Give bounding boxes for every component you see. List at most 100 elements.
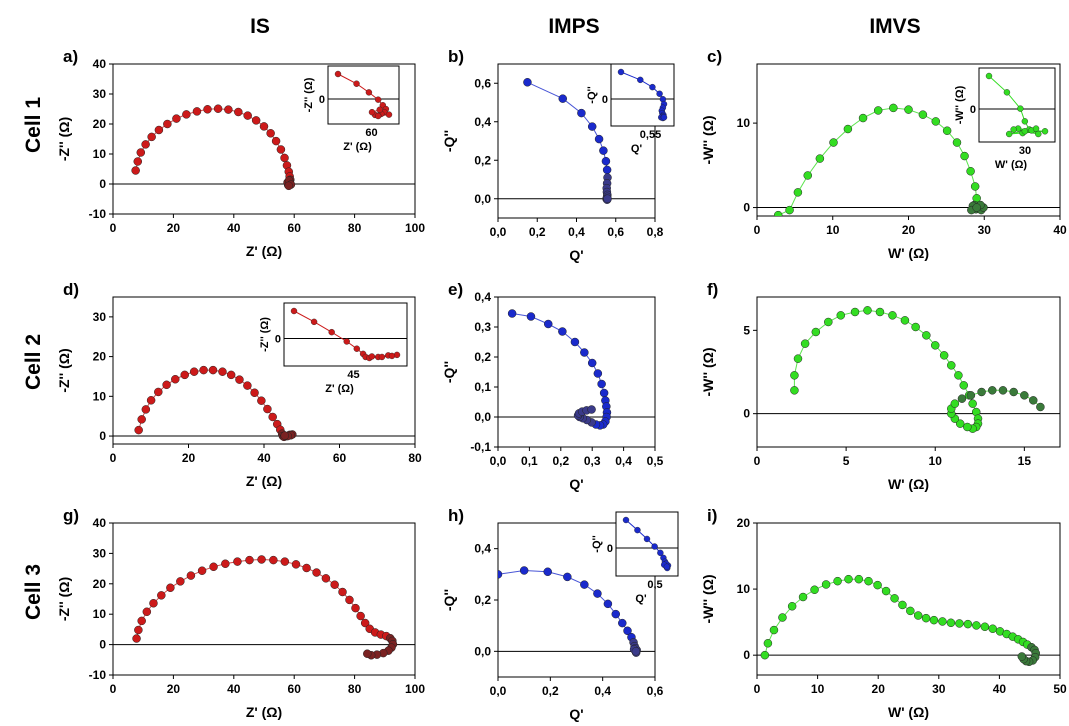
- y-tick-label: 0,0: [474, 192, 491, 206]
- data-point: [268, 412, 277, 422]
- data-point: [321, 574, 331, 583]
- data-point: [172, 114, 181, 123]
- data-point: [182, 110, 191, 119]
- row-header-cell-1: Cell 1: [22, 97, 45, 153]
- inset-data-point: [1021, 118, 1029, 125]
- inset-data-point: [1017, 105, 1024, 112]
- y-tick-label: 0,4: [474, 290, 491, 304]
- data-point: [931, 117, 941, 126]
- data-point: [154, 125, 164, 135]
- data-point: [147, 132, 156, 142]
- data-point: [810, 585, 819, 594]
- data-point: [291, 560, 301, 569]
- y-tick-label: 0,2: [474, 153, 491, 167]
- row-header-cell-2: Cell 2: [22, 334, 45, 390]
- data-point: [939, 351, 949, 360]
- panel-label: c): [707, 47, 722, 66]
- inset-y-axis-label: -Z'' (Ω): [259, 317, 271, 352]
- inset-data-point: [617, 68, 625, 76]
- inset-data-point: [368, 108, 376, 116]
- inset-data-point: [1021, 128, 1029, 135]
- inset-y-tick-label: 0: [275, 334, 281, 346]
- inset-data-point: [290, 307, 298, 315]
- inset-data-point: [1010, 126, 1017, 133]
- x-tick-label: 0,2: [542, 684, 559, 698]
- data-point: [811, 327, 821, 337]
- x-tick-label: 0,4: [594, 684, 611, 698]
- y-axis-label: -W'' (Ω): [700, 575, 716, 624]
- data-point: [570, 337, 580, 347]
- row-header-cell-3: Cell 3: [22, 564, 45, 620]
- inset-data-point: [334, 70, 342, 78]
- data-point: [930, 341, 940, 350]
- data-point: [836, 311, 846, 320]
- data-point: [154, 387, 163, 397]
- data-point: [263, 404, 272, 414]
- data-point: [302, 563, 311, 573]
- x-tick-label: 20: [167, 221, 181, 235]
- x-tick-label: 40: [993, 682, 1007, 696]
- data-point: [330, 580, 339, 589]
- data-point: [587, 358, 597, 368]
- x-tick-label: 0,3: [584, 454, 601, 468]
- inset-data-point: [378, 353, 386, 361]
- data-point: [519, 566, 529, 575]
- inset-b: 0,55 Q' 0 -Q'': [586, 63, 675, 155]
- data-point: [224, 105, 233, 114]
- x-tick-label: 80: [348, 221, 362, 235]
- data-point: [873, 106, 883, 115]
- y-tick-label: 10: [737, 116, 751, 130]
- inset-c: 30 W' (Ω) 0 -W'' (Ω): [954, 67, 1056, 171]
- data-point: [209, 562, 218, 572]
- data-point: [363, 649, 372, 658]
- inset-y-axis-label: -W'' (Ω): [954, 85, 966, 124]
- x-tick-label: 30: [932, 682, 946, 696]
- series-line: [764, 578, 1037, 663]
- data-layer: [131, 104, 296, 191]
- y-tick-label: 0,0: [474, 644, 491, 658]
- y-tick-label: 0: [99, 177, 106, 191]
- inset-a: 60 Z' (Ω) 0 -Z'' (Ω): [303, 65, 400, 153]
- x-tick-label: 100: [405, 221, 425, 235]
- data-point: [603, 194, 612, 203]
- panel-label: h): [448, 506, 464, 525]
- x-tick-label: 0,2: [552, 454, 569, 468]
- data-point: [266, 129, 275, 138]
- data-point: [972, 621, 981, 630]
- panel-d: d) 0 20 40 60 80 0 10 20 30 Z' (Ω) -Z'' (Ω) 45 Z' (Ω)…: [56, 280, 422, 489]
- panel-f: f) 0 5 10 15 0 5 W' (Ω) -W'' (Ω): [700, 280, 1061, 492]
- inset-data-point: [353, 345, 361, 352]
- data-point: [942, 126, 952, 135]
- data-layer: [760, 574, 1041, 667]
- data-point: [955, 419, 965, 428]
- inset-data-point: [376, 106, 383, 113]
- plot-frame: [497, 296, 656, 448]
- y-tick-label: 10: [93, 389, 107, 403]
- data-point: [360, 618, 370, 628]
- y-tick-label: 0,0: [474, 410, 491, 424]
- data-point: [580, 580, 589, 589]
- inset-data-point: [388, 352, 396, 360]
- data-point: [599, 146, 608, 155]
- series-line: [138, 369, 293, 438]
- data-point: [900, 316, 910, 325]
- data-point: [257, 396, 266, 405]
- data-point: [946, 618, 956, 628]
- inset-x-tick-label: 45: [347, 369, 359, 381]
- data-point: [132, 634, 141, 643]
- data-layer: [134, 365, 297, 442]
- inset-y-tick-label: 0: [319, 94, 325, 106]
- data-point: [245, 555, 254, 565]
- data-point: [203, 105, 212, 114]
- x-tick-label: 0,6: [607, 225, 624, 239]
- inset-x-tick-label: 0,55: [640, 129, 661, 141]
- panel-label: e): [448, 280, 463, 299]
- inset-data-point: [368, 353, 376, 360]
- data-point: [587, 405, 596, 414]
- x-axis-label: Z' (Ω): [246, 473, 282, 489]
- data-point: [623, 626, 632, 636]
- data-point: [218, 367, 227, 376]
- series-line: [135, 108, 292, 187]
- data-point: [131, 166, 140, 175]
